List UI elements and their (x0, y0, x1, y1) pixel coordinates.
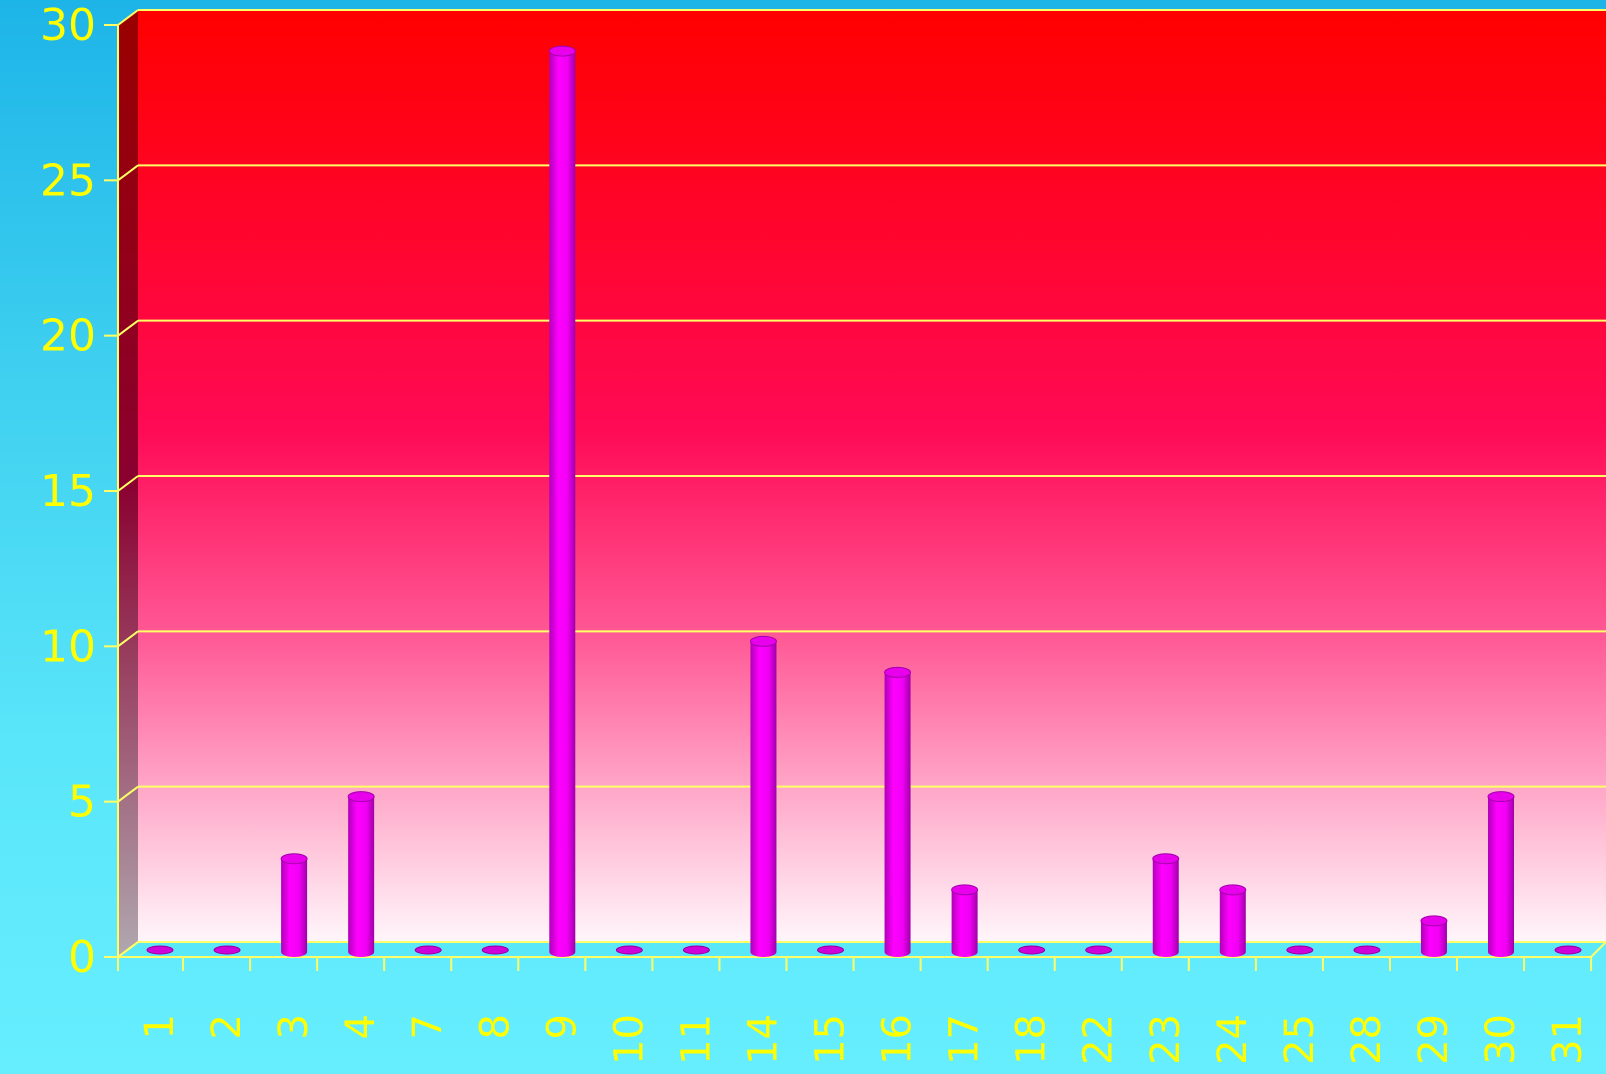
x-tick-label: 29 (1411, 1014, 1457, 1065)
bar (1018, 945, 1046, 955)
bar (414, 945, 442, 955)
bar (682, 945, 710, 955)
y-tick-label: 25 (40, 155, 96, 206)
bar-body (884, 672, 911, 958)
bar-top (884, 666, 912, 678)
bar-body (951, 889, 978, 958)
bar-top (951, 884, 979, 896)
bar (615, 945, 643, 955)
y-tick-label: 30 (40, 0, 96, 51)
x-tick-label: 31 (1545, 1014, 1591, 1065)
bar (1487, 791, 1515, 957)
gridline-side (117, 630, 139, 648)
x-tick-label: 16 (875, 1014, 921, 1065)
gridline-side (117, 164, 139, 182)
bar (1554, 945, 1582, 955)
x-tick-label: 3 (271, 1014, 317, 1039)
bar (1353, 945, 1381, 955)
bar-body (1152, 858, 1179, 958)
bar-base (481, 945, 509, 955)
gridline-side (117, 9, 139, 26)
x-tick-label: 11 (673, 1014, 719, 1065)
bar-base (1554, 945, 1582, 955)
x-tick-label: 17 (942, 1014, 988, 1065)
gridline-side (117, 785, 139, 803)
bar-top (280, 853, 308, 865)
bar-top (1152, 853, 1180, 865)
x-tick-label: 22 (1076, 1014, 1122, 1065)
bar-base (682, 945, 710, 955)
bar (213, 945, 241, 955)
y-tick-label: 10 (40, 621, 96, 672)
x-tick-label: 18 (1009, 1014, 1055, 1065)
gridline-side (117, 475, 139, 492)
x-tick-label: 4 (338, 1014, 384, 1039)
bar-base (1085, 945, 1113, 955)
plot-floor (115, 941, 1606, 958)
gridline-side (117, 941, 139, 958)
gridline-side (117, 319, 139, 337)
bar (481, 945, 509, 955)
bar-body (1420, 920, 1447, 958)
bar-base (146, 945, 174, 955)
bar-top (1219, 884, 1247, 896)
x-tick-label: 14 (740, 1014, 786, 1065)
x-tick-label: 10 (606, 1014, 652, 1065)
x-tick-label: 9 (539, 1014, 585, 1039)
bar (951, 884, 979, 958)
bar-body (1219, 889, 1246, 958)
x-tick-label: 8 (472, 1014, 518, 1039)
x-tick-label: 1 (137, 1014, 183, 1039)
x-tick-label: 2 (204, 1014, 250, 1039)
bar-top (548, 45, 576, 57)
bar (1219, 884, 1247, 958)
x-tick-label: 25 (1277, 1014, 1323, 1065)
y-tick-label: 5 (68, 777, 96, 828)
x-tick-label: 15 (808, 1014, 854, 1065)
bar (884, 666, 912, 958)
bar-top (749, 635, 777, 647)
bar (817, 945, 844, 955)
bar-body (281, 858, 308, 958)
bar-top (1487, 791, 1515, 803)
bar (146, 945, 174, 955)
x-tick-label: 7 (405, 1014, 451, 1039)
bar-base (1353, 945, 1381, 955)
bar-body (348, 796, 375, 958)
bar (1085, 945, 1113, 955)
bar-base (414, 945, 442, 955)
bar-body (549, 51, 576, 958)
bar (280, 853, 308, 958)
bar-base (1286, 945, 1314, 955)
bar (1420, 915, 1448, 958)
bar (347, 791, 375, 958)
bar-top (1420, 915, 1448, 927)
y-tick-label: 20 (40, 311, 96, 362)
y-tick-label: 15 (40, 466, 96, 517)
bar-base (213, 945, 241, 955)
bar-top (347, 791, 375, 803)
x-tick-label: 23 (1143, 1014, 1189, 1065)
x-tick-label: 24 (1210, 1014, 1256, 1065)
x-tick-label: 30 (1478, 1014, 1524, 1065)
x-tick-label: 28 (1344, 1014, 1390, 1065)
bar (749, 635, 777, 958)
bar-body (1488, 796, 1514, 957)
y-tick-label: 0 (68, 932, 96, 983)
bar-base (615, 945, 643, 955)
bar (1152, 853, 1180, 958)
bar-base (817, 945, 844, 955)
bar-body (750, 641, 777, 958)
bar (1286, 945, 1314, 955)
bar-base (1018, 945, 1046, 955)
bar (548, 45, 576, 958)
